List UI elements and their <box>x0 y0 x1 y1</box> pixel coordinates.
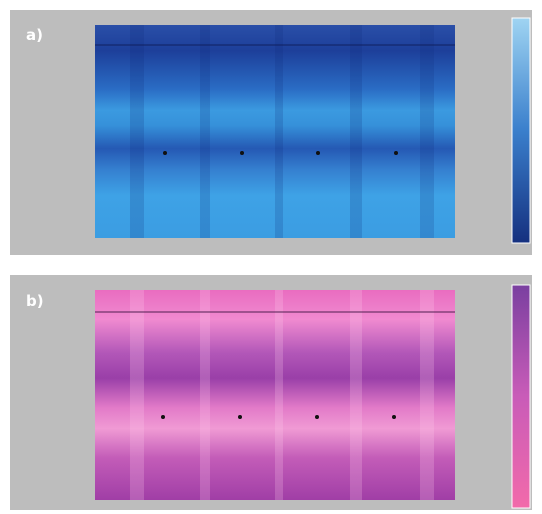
figure: a) b) <box>0 0 542 514</box>
panel-label: a) <box>26 26 43 44</box>
colorbar <box>512 18 530 243</box>
panel-label: b) <box>26 292 44 310</box>
colorbar <box>512 285 530 508</box>
